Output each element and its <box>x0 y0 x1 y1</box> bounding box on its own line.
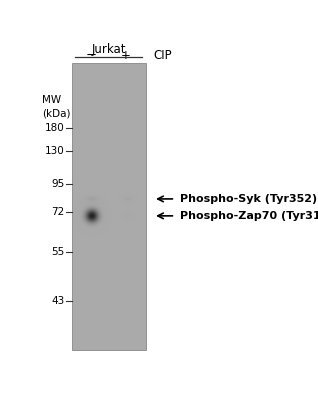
Text: MW: MW <box>42 95 61 105</box>
Text: 55: 55 <box>51 247 64 257</box>
Text: 72: 72 <box>51 207 64 217</box>
Text: +: + <box>121 49 131 62</box>
Text: 95: 95 <box>51 179 64 189</box>
Text: (kDa): (kDa) <box>42 108 71 118</box>
Text: Phospho-Syk (Tyr352): Phospho-Syk (Tyr352) <box>180 194 317 204</box>
Text: −: − <box>86 49 97 62</box>
Text: CIP: CIP <box>153 49 172 62</box>
Text: 180: 180 <box>45 123 64 133</box>
Text: Phospho-Zap70 (Tyr319): Phospho-Zap70 (Tyr319) <box>180 211 318 221</box>
Bar <box>72 63 146 350</box>
Text: 43: 43 <box>51 296 64 306</box>
Text: 130: 130 <box>45 146 64 156</box>
Text: Jurkat: Jurkat <box>92 43 126 56</box>
